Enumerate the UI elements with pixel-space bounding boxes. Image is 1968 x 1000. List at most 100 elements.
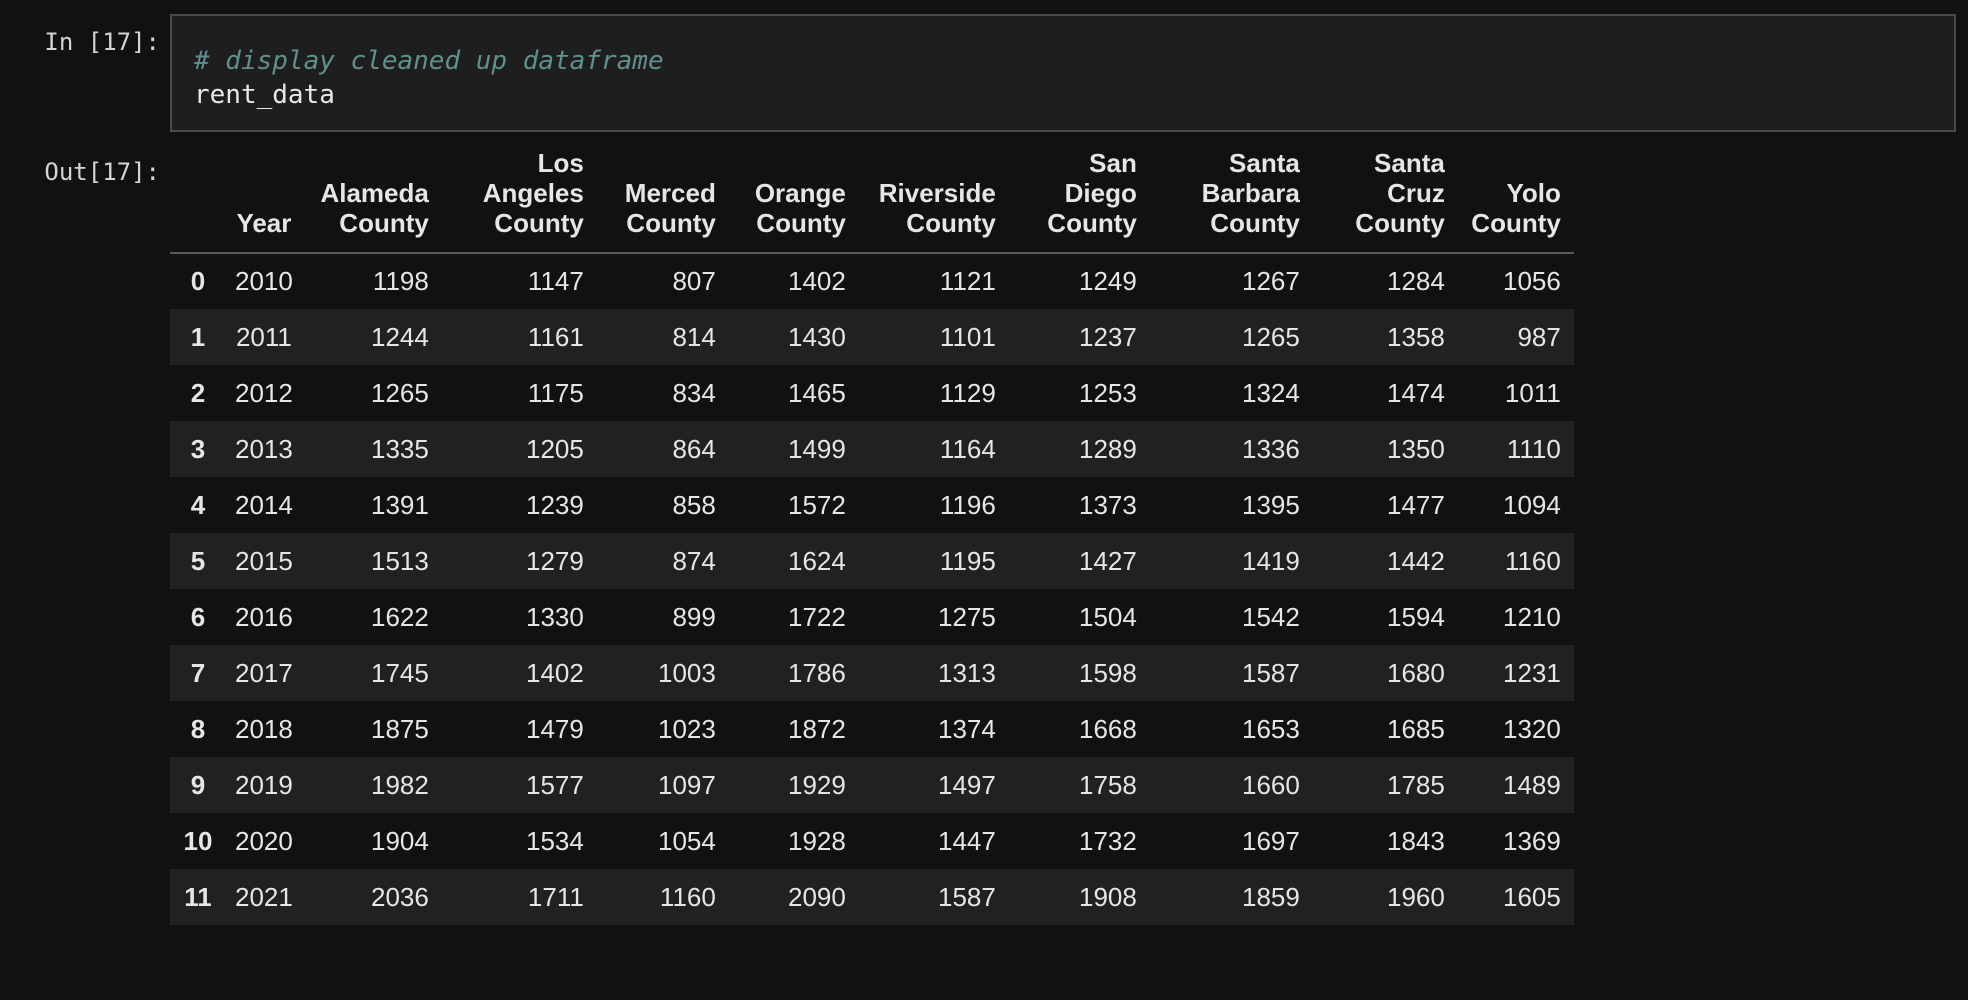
rent-value-cell: 1577 [526, 769, 584, 800]
rent-value-cell: 1265 [1242, 321, 1300, 352]
rent-value-cell: 1374 [938, 713, 996, 744]
rent-value-cell: 1198 [372, 266, 429, 296]
row-index: 10 [183, 825, 213, 856]
rent-value-cell: 1430 [788, 321, 846, 352]
rent-value-cell: 1697 [1242, 825, 1300, 856]
year-cell: 2017 [235, 657, 293, 688]
year-cell: 2010 [235, 266, 293, 296]
rent-value-cell: 1442 [1387, 545, 1445, 576]
rent-value-cell: 1960 [1387, 881, 1445, 912]
rent-value-cell: 1489 [1503, 769, 1561, 800]
year-cell: 2014 [235, 489, 293, 520]
year-cell: 2012 [235, 377, 293, 408]
year-cell: 2016 [235, 601, 293, 632]
rent-value-cell: 1164 [939, 433, 996, 464]
rent-value-cell: 1289 [1079, 433, 1137, 464]
year-cell: 2020 [235, 825, 293, 856]
rent-value-cell: 1023 [658, 713, 716, 744]
rent-value-cell: 1513 [371, 545, 429, 576]
column-header: Orange County [728, 148, 859, 254]
table-row: 2 2012 1265 1175 834 1465 1129 1253 1324 1474 1011 [170, 365, 1574, 421]
output-prompt: Out[17]: [44, 158, 160, 186]
rent-value-cell: 1572 [788, 489, 846, 520]
table-row: 0 2010 1198 1147 807 1402 1121 1249 1267 1284 1056 [170, 253, 1574, 309]
table-row: 3 2013 1335 1205 864 1499 1164 1289 1336 1350 1110 [170, 421, 1574, 477]
row-index: 6 [190, 601, 206, 632]
table-row: 7 2017 1745 1402 1003 1786 1313 1598 1587 1680 123… [170, 645, 1574, 701]
rent-value-cell: 1929 [788, 769, 846, 800]
rent-value-cell: 1279 [526, 545, 584, 576]
rent-value-cell: 1313 [938, 657, 996, 688]
rent-value-cell: 1542 [1242, 601, 1300, 632]
rent-value-cell: 1244 [371, 321, 429, 352]
rent-value-cell: 1745 [371, 657, 429, 688]
code-comment: # display cleaned up dataframe [194, 46, 664, 76]
rent-value-cell: 1587 [938, 881, 996, 912]
rent-value-cell: 1605 [1503, 881, 1561, 912]
column-header: Yolo County [1457, 148, 1574, 254]
column-header: Alameda County [305, 148, 442, 254]
row-index: 1 [190, 321, 206, 352]
rent-value-cell: 864 [672, 433, 716, 464]
row-index: 0 [190, 266, 206, 296]
rent-value-cell: 1335 [371, 433, 429, 464]
rent-value-cell: 1320 [1503, 713, 1561, 744]
row-index: 2 [190, 377, 206, 408]
table-row: 11 2021 2036 1711 1160 2090 1587 1908 1859 1960 16… [170, 869, 1574, 925]
rent-value-cell: 1419 [1242, 545, 1300, 576]
year-cell: 2021 [235, 881, 293, 912]
rent-value-cell: 1121 [939, 266, 996, 296]
rent-value-cell: 2036 [371, 881, 429, 912]
rent-value-cell: 1350 [1387, 433, 1445, 464]
rent-value-cell: 1054 [658, 825, 716, 856]
code-line: rent_data [194, 80, 335, 110]
row-index: 11 [184, 881, 212, 912]
rent-value-cell: 1195 [939, 545, 996, 576]
rent-value-cell: 1928 [788, 825, 846, 856]
column-header: Santa Cruz County [1312, 148, 1458, 254]
year-cell: 2019 [235, 769, 293, 800]
rent-value-cell: 1465 [788, 377, 846, 408]
table-row: 4 2014 1391 1239 858 1572 1196 1373 1395 1477 1094 [170, 477, 1574, 533]
rent-value-cell: 1267 [1242, 266, 1300, 296]
row-index: 3 [190, 433, 206, 464]
rent-value-cell: 1210 [1503, 601, 1561, 632]
rent-value-cell: 1358 [1387, 321, 1445, 352]
rent-value-cell: 1447 [938, 825, 996, 856]
rent-value-cell: 1402 [788, 266, 846, 296]
rent-value-cell: 1011 [1504, 377, 1561, 408]
column-header: Riverside County [858, 148, 1009, 254]
rent-value-cell: 874 [672, 545, 716, 576]
rent-value-cell: 899 [672, 601, 716, 632]
table-row: 10 2020 1904 1534 1054 1928 1447 1732 1697 1843 13… [170, 813, 1574, 869]
rent-value-cell: 1231 [1503, 657, 1561, 688]
rent-value-cell: 2090 [788, 881, 846, 912]
rent-value-cell: 1859 [1242, 881, 1300, 912]
year-cell: 2011 [235, 321, 292, 352]
table-row: 5 2015 1513 1279 874 1624 1195 1427 1419 1442 1160 [170, 533, 1574, 589]
table-body: 0 2010 1198 1147 807 1402 1121 1249 1267 1284 1056… [170, 253, 1574, 925]
rent-value-cell: 1685 [1387, 713, 1445, 744]
code-input-cell[interactable]: # display cleaned up dataframe rent_data [170, 14, 1956, 132]
row-index: 9 [190, 769, 206, 800]
rent-value-cell: 1660 [1242, 769, 1300, 800]
rent-value-cell: 1324 [1242, 377, 1300, 408]
rent-value-cell: 1504 [1079, 601, 1137, 632]
rent-value-cell: 807 [672, 266, 716, 296]
rent-value-cell: 1160 [1504, 545, 1561, 576]
rent-value-cell: 1369 [1503, 825, 1561, 856]
column-header: Merced County [596, 148, 729, 254]
rent-value-cell: 1161 [527, 321, 584, 352]
rent-value-cell: 1265 [371, 377, 429, 408]
rent-value-cell: 1908 [1079, 881, 1137, 912]
rent-value-cell: 834 [672, 377, 716, 408]
row-index: 8 [190, 713, 206, 744]
year-cell: 2015 [235, 545, 293, 576]
column-header: San Diego County [1008, 148, 1150, 254]
rent-value-cell: 1598 [1079, 657, 1137, 688]
rent-value-cell: 1275 [938, 601, 996, 632]
rent-value-cell: 1097 [658, 769, 716, 800]
rent-value-cell: 1395 [1242, 489, 1300, 520]
rent-value-cell: 1284 [1387, 266, 1445, 296]
rent-value-cell: 1253 [1079, 377, 1137, 408]
